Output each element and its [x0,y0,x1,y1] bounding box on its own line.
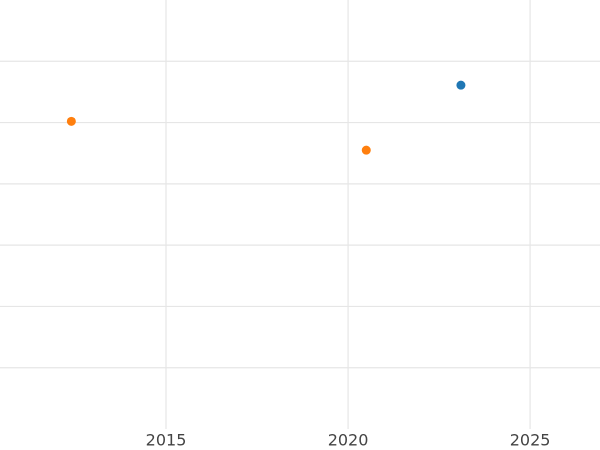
point [66,116,76,126]
x-tick-label: 2015 [146,431,187,450]
x-tick-label: 2020 [328,431,369,450]
point [456,80,466,90]
x-tick-label: 2025 [510,431,551,450]
point [361,145,371,155]
